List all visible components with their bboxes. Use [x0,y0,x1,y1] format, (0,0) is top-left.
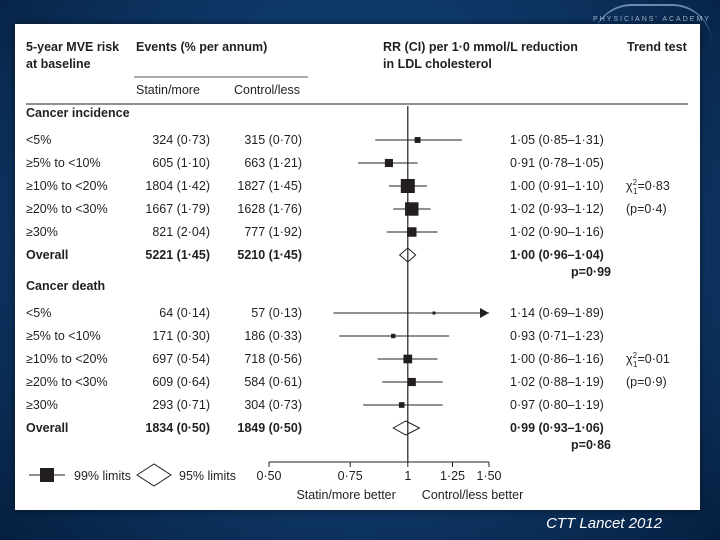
point-estimate-square [414,137,421,143]
point-estimate-square [405,202,419,216]
control-events: 304 (0·73) [244,398,302,412]
header-control: Control/less [234,83,300,97]
control-events: 777 (1·92) [244,225,302,239]
point-estimate-square [432,311,436,315]
overall-rr-ci-text: 0·99 (0·93–1·06) [510,421,604,435]
x-tick-label: 0·50 [256,469,281,483]
row-label: ≥20% to <30% [26,202,108,216]
point-estimate-square [391,333,396,339]
section-title: Cancer incidence [26,106,130,120]
overall-p-value: p=0·99 [571,265,611,279]
x-tick-label: 1·25 [440,469,465,483]
legend-95-label: 95% limits [179,469,236,483]
rr-ci-text: 0·97 (0·80–1·19) [510,398,604,412]
row-label: <5% [26,306,51,320]
rr-ci-text: 0·93 (0·71–1·23) [510,329,604,343]
rr-ci-text: 1·02 (0·90–1·16) [510,225,604,239]
control-events: 315 (0·70) [244,133,302,147]
statin-events: 1667 (1·79) [145,202,210,216]
forest-plot-panel: 5-year MVE risk at baseline Events (% pe… [15,24,700,510]
control-events: 1827 (1·45) [237,179,302,193]
header-rr-line1: RR (CI) per 1·0 mmol/L reduction [383,40,578,54]
x-tick-label: 1 [404,469,411,483]
overall-diamond [392,420,421,436]
point-estimate-square [407,227,417,237]
control-events: 663 (1·21) [244,156,302,170]
trend-chi-squared: χ2 1=0·01 [626,351,670,369]
statin-events: 697 (0·54) [152,352,210,366]
header-rr-line2: in LDL cholesterol [383,57,492,71]
legend-99-square [40,468,54,482]
point-estimate-square [384,158,393,168]
x-tick-label: 1·50 [476,469,501,483]
x-label-right: Control/less better [422,488,523,502]
control-events: 186 (0·33) [244,329,302,343]
row-label: ≥10% to <20% [26,179,108,193]
ci-arrow [480,308,489,318]
row-label: ≥5% to <10% [26,329,101,343]
overall-rr-ci-text: 1·00 (0·96–1·04) [510,248,604,262]
row-label: ≥5% to <10% [26,156,101,170]
rr-ci-text: 1·14 (0·69–1·89) [510,306,604,320]
control-events: 718 (0·56) [244,352,302,366]
legend-95-diamond [136,463,172,487]
header-statin: Statin/more [136,83,200,97]
row-label: ≥20% to <30% [26,375,108,389]
row-label: <5% [26,133,51,147]
row-label: ≥10% to <20% [26,352,108,366]
statin-events: 324 (0·73) [152,133,210,147]
statin-events: 1804 (1·42) [145,179,210,193]
statin-events: 293 (0·71) [152,398,210,412]
rr-ci-text: 1·00 (0·86–1·16) [510,352,604,366]
point-estimate-square [407,377,416,387]
header-risk-line1: 5-year MVE risk [26,40,119,54]
overall-label: Overall [26,421,68,435]
legend-99-label: 99% limits [74,469,131,483]
trend-p-value: (p=0·4) [626,202,667,216]
point-estimate-square [398,402,405,408]
statin-events: 605 (1·10) [152,156,210,170]
rr-ci-text: 1·05 (0·85–1·31) [510,133,604,147]
header-events: Events (% per annum) [136,40,267,54]
control-events: 584 (0·61) [244,375,302,389]
row-label: ≥30% [26,398,58,412]
x-tick-label: 0·75 [338,469,363,483]
row-label: ≥30% [26,225,58,239]
overall-p-value: p=0·86 [571,438,611,452]
overall-control-events: 5210 (1·45) [237,248,302,262]
citation-credit: CTT Lancet 2012 [546,515,662,532]
rr-ci-text: 1·00 (0·91–1·10) [510,179,604,193]
x-label-left: Statin/more better [296,488,395,502]
trend-chi-squared: χ2 1=0·83 [626,178,670,196]
rr-ci-text: 1·02 (0·88–1·19) [510,375,604,389]
overall-control-events: 1849 (0·50) [237,421,302,435]
rr-ci-text: 0·91 (0·78–1·05) [510,156,604,170]
statin-events: 64 (0·14) [159,306,210,320]
overall-label: Overall [26,248,68,262]
header-trend: Trend test [627,40,688,54]
trend-p-value: (p=0·9) [626,375,667,389]
statin-events: 171 (0·30) [152,329,210,343]
overall-statin-events: 1834 (0·50) [145,421,210,435]
header-risk-line2: at baseline [26,57,91,71]
forest-plot: 5-year MVE risk at baseline Events (% pe… [26,40,688,502]
overall-statin-events: 5221 (1·45) [145,248,210,262]
statin-events: 609 (0·64) [152,375,210,389]
section-title: Cancer death [26,279,105,293]
academy-logo: PHYSICIANS' ACADEMY [592,4,712,44]
control-events: 57 (0·13) [251,306,302,320]
statin-events: 821 (2·04) [152,225,210,239]
rr-ci-text: 1·02 (0·93–1·12) [510,202,604,216]
control-events: 1628 (1·76) [237,202,302,216]
plot-layer: Cancer incidence <5% 324 (0·73) 315 (0·70) 1… [26,106,670,502]
